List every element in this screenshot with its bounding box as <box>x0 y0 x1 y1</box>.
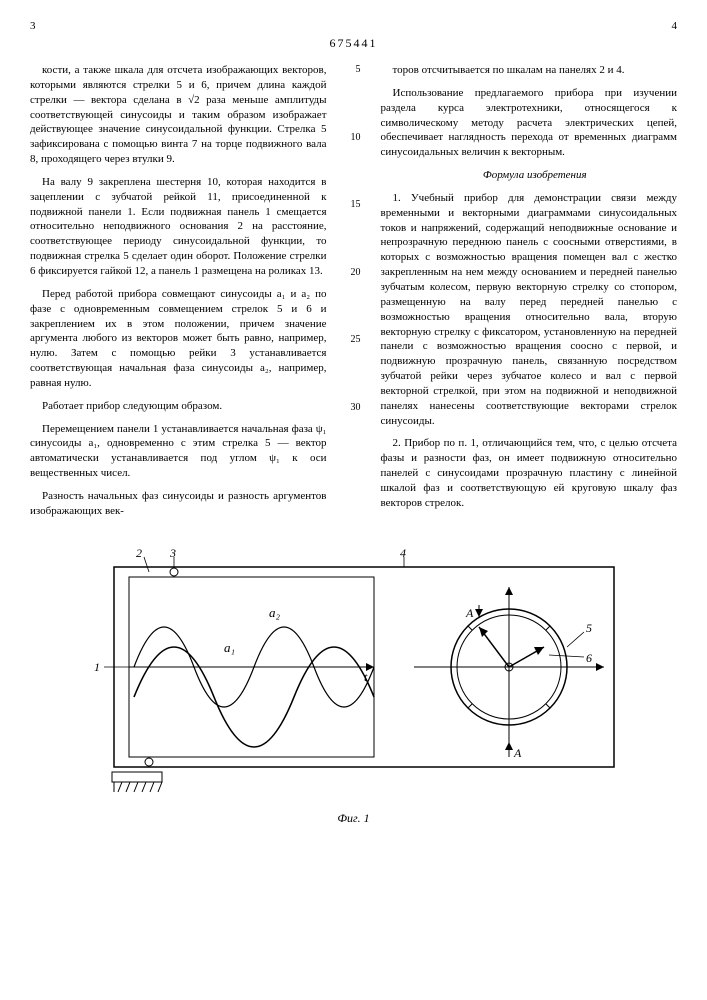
line-marker: 15 <box>347 198 361 212</box>
label-a1: a₁ <box>224 640 235 655</box>
line-marker: 5 <box>347 63 361 77</box>
column-left: кости, а также шкала для отсчета изображ… <box>30 63 327 527</box>
figure-svg: t a₁ a₂ 1 2 3 4 <box>74 547 634 807</box>
roller-bottom <box>145 758 153 766</box>
paragraph: 1. Учебный прибор для демонстрации связи… <box>381 191 678 429</box>
document-number: 675441 <box>30 36 677 51</box>
stand <box>112 772 162 782</box>
label-A-top: A <box>465 606 474 620</box>
figure-1: t a₁ a₂ 1 2 3 4 <box>74 547 634 826</box>
label-a2: a₂ <box>269 605 281 620</box>
label-6: 6 <box>586 651 592 665</box>
column-right: торов отсчитывается по шкалам на панелях… <box>381 63 678 527</box>
leader-2 <box>144 557 149 572</box>
paragraph: На валу 9 закреплена шестерня 10, котора… <box>30 175 327 279</box>
label-1: 1 <box>94 660 100 674</box>
label-2: 2 <box>136 547 142 560</box>
paragraph: Перемещением панели 1 устанавливается на… <box>30 422 327 481</box>
line-marker: 25 <box>347 333 361 347</box>
section-a-bot-arrow <box>505 742 513 750</box>
axis-y-arrow <box>505 587 513 595</box>
line-marker: 20 <box>347 266 361 280</box>
line-number-gutter: 5 10 15 20 25 30 <box>347 63 361 527</box>
paragraph: Использование предлагаемого прибора при … <box>381 86 678 160</box>
leader-5 <box>567 632 584 647</box>
text-columns: кости, а также шкала для отсчета изображ… <box>30 63 677 527</box>
paragraph: 2. Прибор по п. 1, отличающийся тем, что… <box>381 436 678 510</box>
paragraph: Работает прибор следующим образом. <box>30 399 327 414</box>
paragraph: торов отсчитывается по шкалам на панелях… <box>381 63 678 78</box>
page-num-right: 4 <box>672 20 678 32</box>
line-marker: 10 <box>347 131 361 145</box>
line-marker: 30 <box>347 401 361 415</box>
label-A-bot: A <box>513 746 522 760</box>
paragraph: Разность начальных фаз синусоиды и разно… <box>30 489 327 519</box>
paragraph: кости, а также шкала для отсчета изображ… <box>30 63 327 167</box>
roller-3 <box>170 568 178 576</box>
page-num-left: 3 <box>30 20 36 32</box>
label-4: 4 <box>400 547 406 560</box>
vector-5-head <box>479 627 488 637</box>
label-3: 3 <box>169 547 176 560</box>
paragraph: Перед работой прибора совмещают синусоид… <box>30 287 327 391</box>
figure-caption: Фиг. 1 <box>74 811 634 826</box>
axis-x-arrow <box>596 663 604 671</box>
label-5: 5 <box>586 621 592 635</box>
formula-title: Формула изобретения <box>381 168 678 183</box>
sinusoid-a2 <box>134 647 374 747</box>
